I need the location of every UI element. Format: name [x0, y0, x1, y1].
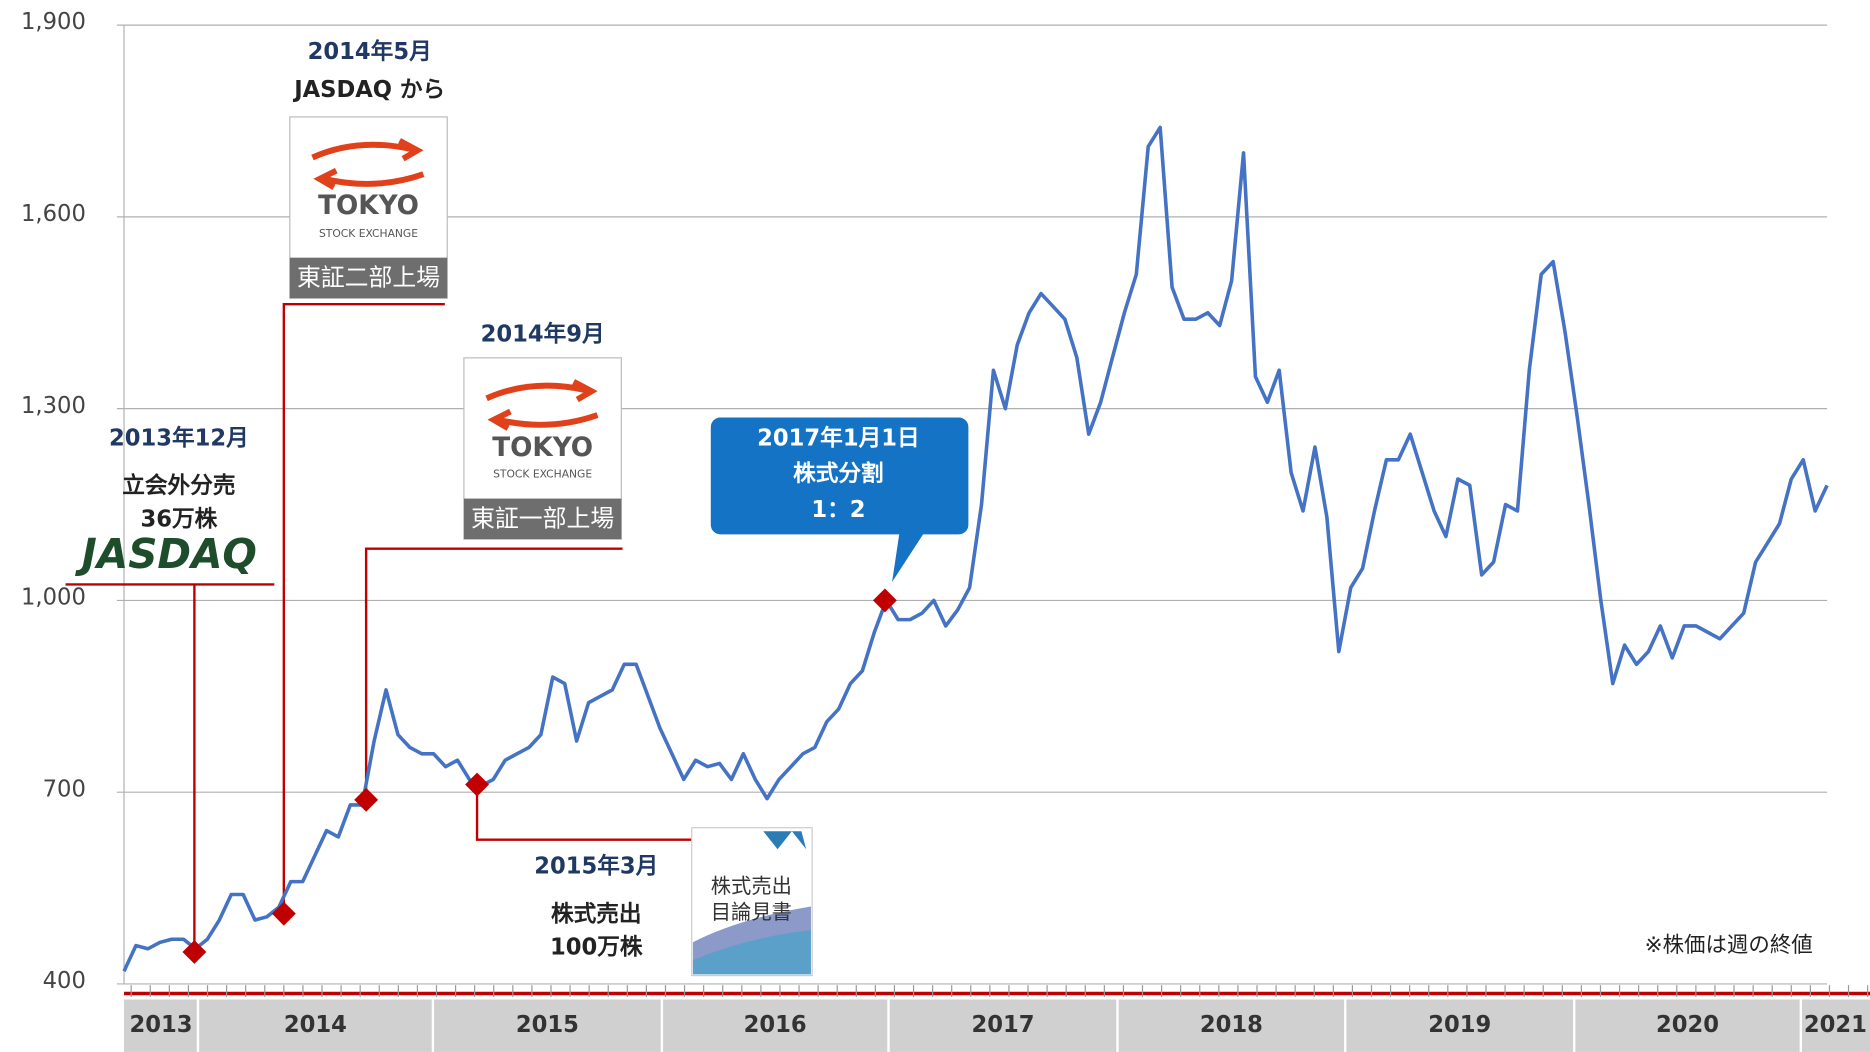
logo-sub: STOCK EXCHANGE — [319, 227, 418, 240]
chart: 400 700 1,000 1,300 1,600 1,900 2013年12月 立会外分… — [0, 0, 1870, 1052]
logo-caption: 東証一部上場 — [471, 505, 614, 533]
year-label: 2014 — [284, 1012, 347, 1038]
logo-name: TOKYO — [318, 191, 419, 221]
logo-sub: STOCK EXCHANGE — [493, 468, 592, 481]
year-label: 2018 — [1200, 1012, 1263, 1038]
event-date: 2014年5月 — [308, 38, 432, 65]
year-label: 2019 — [1428, 1012, 1491, 1038]
jasdaq-logo: JASDAQ — [75, 530, 257, 578]
event-marker — [354, 788, 378, 812]
logo-caption: 東証二部上場 — [297, 264, 440, 292]
y-tick-label: 1,300 — [21, 393, 86, 419]
event-date: 2017年1月1日 — [757, 424, 919, 451]
leader-line — [284, 304, 445, 913]
y-tick-label: 1,600 — [21, 201, 86, 227]
y-tick-label: 1,000 — [21, 585, 86, 611]
event-marker — [272, 902, 296, 926]
y-tick-label: 400 — [43, 968, 86, 994]
event-date: 2013年12月 — [109, 424, 249, 451]
year-label: 2021 — [1804, 1012, 1867, 1038]
note: ※株価は週の終値 — [1645, 933, 1813, 958]
event-text: JASDAQ から — [292, 77, 445, 103]
doc-text: 目論見書 — [711, 900, 792, 924]
year-label: 2016 — [744, 1012, 807, 1038]
event-text: 株式売出 — [551, 901, 642, 927]
y-tick-label: 1,900 — [21, 9, 86, 35]
leader-line — [366, 549, 622, 800]
doc-text: 株式売出 — [711, 874, 792, 898]
year-label: 2020 — [1656, 1012, 1719, 1038]
year-label: 2015 — [516, 1012, 579, 1038]
y-tick-label: 700 — [43, 776, 86, 802]
leader-line — [477, 785, 692, 840]
event-date: 2015年3月 — [534, 853, 658, 880]
logo-name: TOKYO — [492, 433, 593, 463]
year-label: 2013 — [129, 1012, 192, 1038]
event-text: 株式分割 — [793, 460, 884, 487]
event-text: 100万株 — [550, 935, 643, 961]
event-date: 2014年9月 — [481, 321, 605, 348]
event-text: 立会外分売 — [122, 472, 235, 499]
year-label: 2017 — [971, 1012, 1034, 1038]
event-text: 36万株 — [140, 507, 217, 533]
event-text: 1：2 — [811, 497, 865, 523]
